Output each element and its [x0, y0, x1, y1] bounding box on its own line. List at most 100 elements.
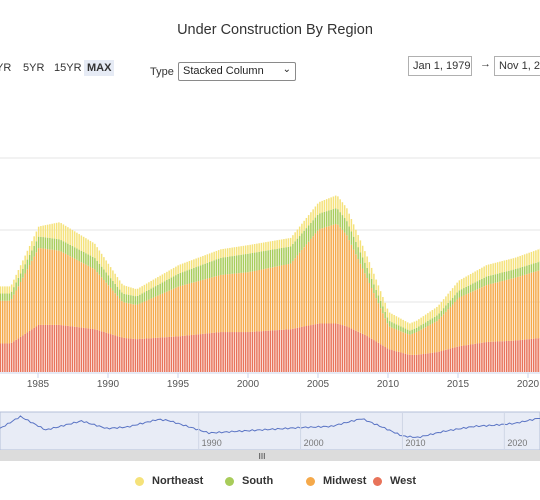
bar-midwest [184, 271, 186, 285]
bar-south [71, 257, 74, 327]
bar-midwest [494, 274, 497, 283]
bar-west [526, 339, 528, 372]
bar-south [28, 265, 31, 331]
scrollbar-grip[interactable]: III [259, 452, 266, 461]
bar-midwest [505, 271, 508, 280]
bar-midwest [150, 288, 152, 299]
bar-northeast [307, 215, 310, 226]
bar-northeast [391, 313, 393, 323]
bar-south [82, 263, 85, 328]
bar-midwest [400, 326, 402, 332]
bar-south [96, 272, 98, 330]
bar-south [58, 250, 60, 325]
bar-midwest [274, 249, 276, 267]
bar-south [481, 287, 483, 343]
bar-south [438, 319, 440, 352]
bar-midwest [55, 238, 58, 251]
bar-midwest [467, 285, 470, 294]
bar-south [188, 283, 191, 336]
bar-northeast [294, 232, 296, 242]
bar-northeast [154, 278, 157, 287]
bar-south [330, 225, 332, 324]
bar-northeast [163, 273, 166, 282]
bar-northeast [240, 246, 242, 255]
bar-south [485, 285, 488, 343]
bar-northeast [355, 229, 357, 242]
legend-marker [135, 476, 144, 486]
bar-northeast [269, 241, 272, 250]
legend-item-midwest[interactable]: South [225, 475, 273, 487]
bar-midwest [258, 251, 260, 271]
bar-south [17, 286, 20, 339]
bar-northeast [26, 250, 29, 260]
bar-midwest [512, 269, 515, 279]
bar-west [170, 336, 173, 372]
bar-midwest [483, 277, 485, 287]
legend-item-northeast[interactable]: Northeast [135, 475, 203, 487]
range-button-1yr[interactable]: YR [0, 62, 12, 74]
bar-south [355, 254, 357, 331]
bar-northeast [80, 235, 83, 251]
bar-midwest [67, 243, 69, 256]
bar-south [465, 294, 467, 346]
bar-northeast [199, 256, 202, 266]
bar-west [449, 348, 452, 372]
bar-south [373, 293, 375, 341]
scrollbar[interactable] [0, 450, 540, 461]
bar-midwest [24, 264, 26, 274]
bar-midwest [251, 252, 254, 272]
bar-northeast [314, 206, 317, 218]
bar-midwest [348, 226, 350, 241]
x-tick-label: 2015 [447, 379, 470, 390]
bar-midwest [152, 287, 155, 298]
bar-midwest [168, 278, 170, 291]
bar-northeast [1, 286, 4, 294]
bar-south [494, 282, 497, 342]
bar-midwest [382, 306, 384, 314]
bar-midwest [163, 281, 166, 293]
range-button-max[interactable]: MAX [84, 60, 115, 76]
bar-south [161, 293, 164, 338]
bar-south [496, 282, 499, 342]
bar-northeast [260, 242, 263, 252]
bar-south [40, 248, 42, 325]
bar-midwest [1, 293, 4, 301]
bar-northeast [427, 313, 429, 321]
bar-south [490, 283, 492, 342]
bar-west [334, 323, 337, 372]
legend-item-west[interactable]: West [373, 475, 416, 487]
navigator[interactable]: 1990 2000 2010 2020 [0, 411, 540, 451]
range-button-15yr[interactable]: 15YR [54, 62, 82, 74]
bar-south [283, 264, 285, 330]
bar-northeast [535, 250, 537, 263]
bar-northeast [436, 306, 438, 316]
bar-midwest [172, 276, 175, 289]
bar-northeast [449, 290, 452, 301]
bar-northeast [100, 253, 103, 267]
bar-northeast [98, 250, 101, 264]
legend-item-south[interactable]: Midwest [306, 475, 366, 487]
bar-midwest [305, 228, 308, 245]
navigator-tick-label: 2000 [304, 438, 324, 448]
date-from-input[interactable]: Jan 1, 1979 [408, 56, 472, 76]
bar-west [134, 339, 137, 372]
bar-northeast [388, 312, 391, 322]
bar-midwest [13, 287, 15, 295]
bar-south [397, 330, 400, 352]
bar-northeast [213, 251, 215, 261]
bar-northeast [440, 301, 443, 311]
bar-south [238, 273, 240, 333]
bar-northeast [508, 259, 510, 271]
bar-northeast [85, 238, 87, 254]
date-to-input[interactable]: Nov 1, 2 [494, 56, 540, 76]
bar-west [229, 332, 231, 372]
bar-west [303, 326, 305, 372]
bar-west [386, 348, 389, 372]
bar-midwest [474, 282, 476, 291]
bar-west [157, 337, 159, 372]
bar-south [384, 318, 386, 347]
bar-west [242, 332, 245, 372]
chart-type-select[interactable]: Stacked Column ⌄ [178, 62, 296, 81]
range-button-5yr[interactable]: 5YR [23, 62, 45, 74]
bar-midwest [4, 293, 6, 301]
